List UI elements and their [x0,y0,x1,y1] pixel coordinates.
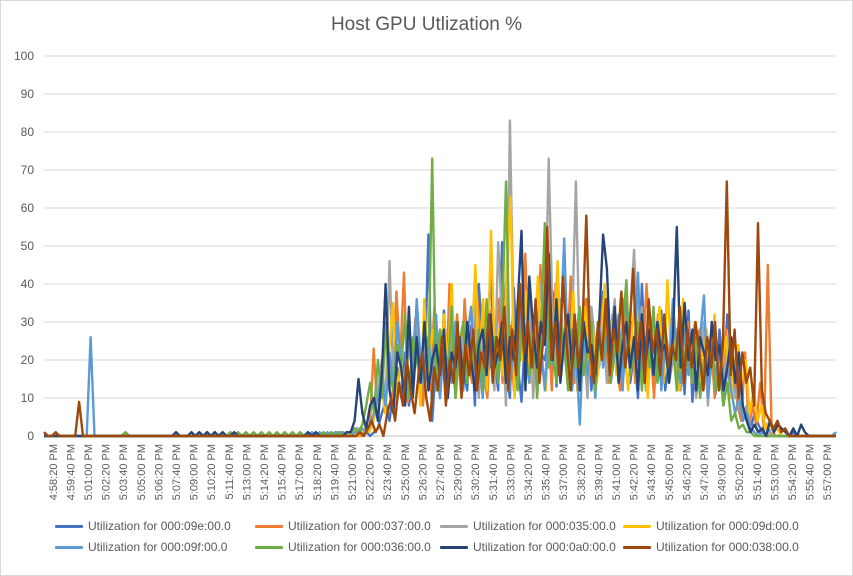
legend-swatch [55,525,83,529]
legend-swatch [55,546,83,550]
x-tick-label: 5:34:20 PM [523,444,535,500]
legend-label: Utilization for 000:0a0:00.0 [473,540,616,554]
x-tick-label: 5:37:00 PM [558,444,570,500]
x-tick-label: 5:50:20 PM [734,444,746,500]
x-tick-label: 5:10:20 PM [206,444,218,500]
x-tick-label: 5:13:00 PM [241,444,253,500]
y-tick-label: 80 [21,125,35,139]
series-line-4 [44,195,836,438]
x-tick-label: 5:45:00 PM [664,444,676,500]
x-tick-label: 5:41:00 PM [611,444,623,500]
x-tick-label: 5:17:00 PM [294,444,306,500]
x-tick-label: 5:26:20 PM [417,444,429,500]
legend-item: Utilization for 000:09e:00.0 [55,518,231,534]
x-tick-label: 5:06:20 PM [153,444,165,500]
legend-label: Utilization for 000:035:00.0 [473,519,616,533]
legend-swatch [440,546,468,550]
x-tick-label: 5:23:40 PM [382,444,394,500]
x-tick-label: 5:01:00 PM [83,444,95,500]
x-tick-label: 5:46:20 PM [681,444,693,500]
legend-label: Utilization for 000:038:00.0 [656,540,799,554]
legend-item: Utilization for 000:035:00.0 [440,518,616,534]
x-tick-label: 5:51:40 PM [752,444,764,500]
legend-swatch [440,525,468,529]
x-tick-label: 5:18:20 PM [312,444,324,500]
legend-item: Utilization for 000:0a0:00.0 [440,539,616,555]
x-tick-label: 5:31:40 PM [488,444,500,500]
x-tick-label: 5:35:40 PM [541,444,553,500]
x-tick-label: 5:11:40 PM [224,444,236,499]
x-tick-label: 5:27:40 PM [435,444,447,500]
y-tick-label: 40 [21,277,35,291]
legend-item: Utilization for 000:037:00.0 [255,518,431,534]
legend-label: Utilization for 000:036:00.0 [288,540,431,554]
x-tick-label: 5:49:00 PM [717,444,729,500]
x-tick-label: 5:43:40 PM [646,444,658,500]
legend-swatch [255,546,283,550]
legend-item: Utilization for 000:09d:00.0 [623,518,799,534]
x-tick-label: 5:05:00 PM [136,444,148,500]
y-tick-label: 30 [21,315,35,329]
legend-label: Utilization for 000:09f:00.0 [88,540,228,554]
legend-label: Utilization for 000:09e:00.0 [88,519,231,533]
x-tick-label: 5:03:40 PM [118,444,130,500]
legend-label: Utilization for 000:037:00.0 [288,519,431,533]
x-tick-label: 5:55:40 PM [805,444,817,500]
x-tick-label: 5:33:00 PM [505,444,517,500]
x-tick-label: 5:22:20 PM [365,444,377,500]
x-tick-label: 5:15:40 PM [277,444,289,500]
x-tick-label: 5:54:20 PM [787,444,799,500]
x-tick-label: 5:25:00 PM [400,444,412,500]
y-tick-label: 0 [27,429,34,443]
x-tick-label: 5:07:40 PM [171,444,183,500]
x-tick-label: 5:21:00 PM [347,444,359,500]
legend-label: Utilization for 000:09d:00.0 [656,519,799,533]
y-tick-label: 100 [14,49,34,63]
y-tick-label: 70 [21,163,35,177]
series-line-8 [43,180,836,438]
x-tick-label: 4:58:20 PM [48,444,60,500]
y-tick-label: 90 [21,87,35,101]
x-tick-label: 4:59:40 PM [65,444,77,500]
x-tick-label: 5:47:40 PM [699,444,711,500]
x-tick-label: 5:02:20 PM [101,444,113,500]
x-tick-label: 5:57:00 PM [822,444,834,500]
y-tick-label: 50 [21,239,35,253]
y-tick-label: 10 [21,391,35,405]
x-tick-label: 5:42:20 PM [629,444,641,500]
legend-swatch [623,546,651,550]
legend-item: Utilization for 000:036:00.0 [255,539,431,555]
legend-swatch [623,525,651,529]
legend-item: Utilization for 000:09f:00.0 [55,539,227,555]
x-tick-label: 5:19:40 PM [329,444,341,500]
x-tick-label: 5:14:20 PM [259,444,271,500]
x-tick-label: 5:30:20 PM [470,444,482,500]
x-tick-label: 5:29:00 PM [453,444,465,500]
y-tick-label: 60 [21,201,35,215]
x-tick-label: 5:09:00 PM [189,444,201,500]
x-tick-label: 5:38:20 PM [576,444,588,500]
x-tick-label: 5:39:40 PM [593,444,605,500]
legend-item: Utilization for 000:038:00.0 [623,539,799,555]
legend-swatch [255,525,283,529]
x-tick-label: 5:53:00 PM [769,444,781,500]
y-tick-label: 20 [21,353,35,367]
chart-title: Host GPU Utlization % [330,14,523,35]
